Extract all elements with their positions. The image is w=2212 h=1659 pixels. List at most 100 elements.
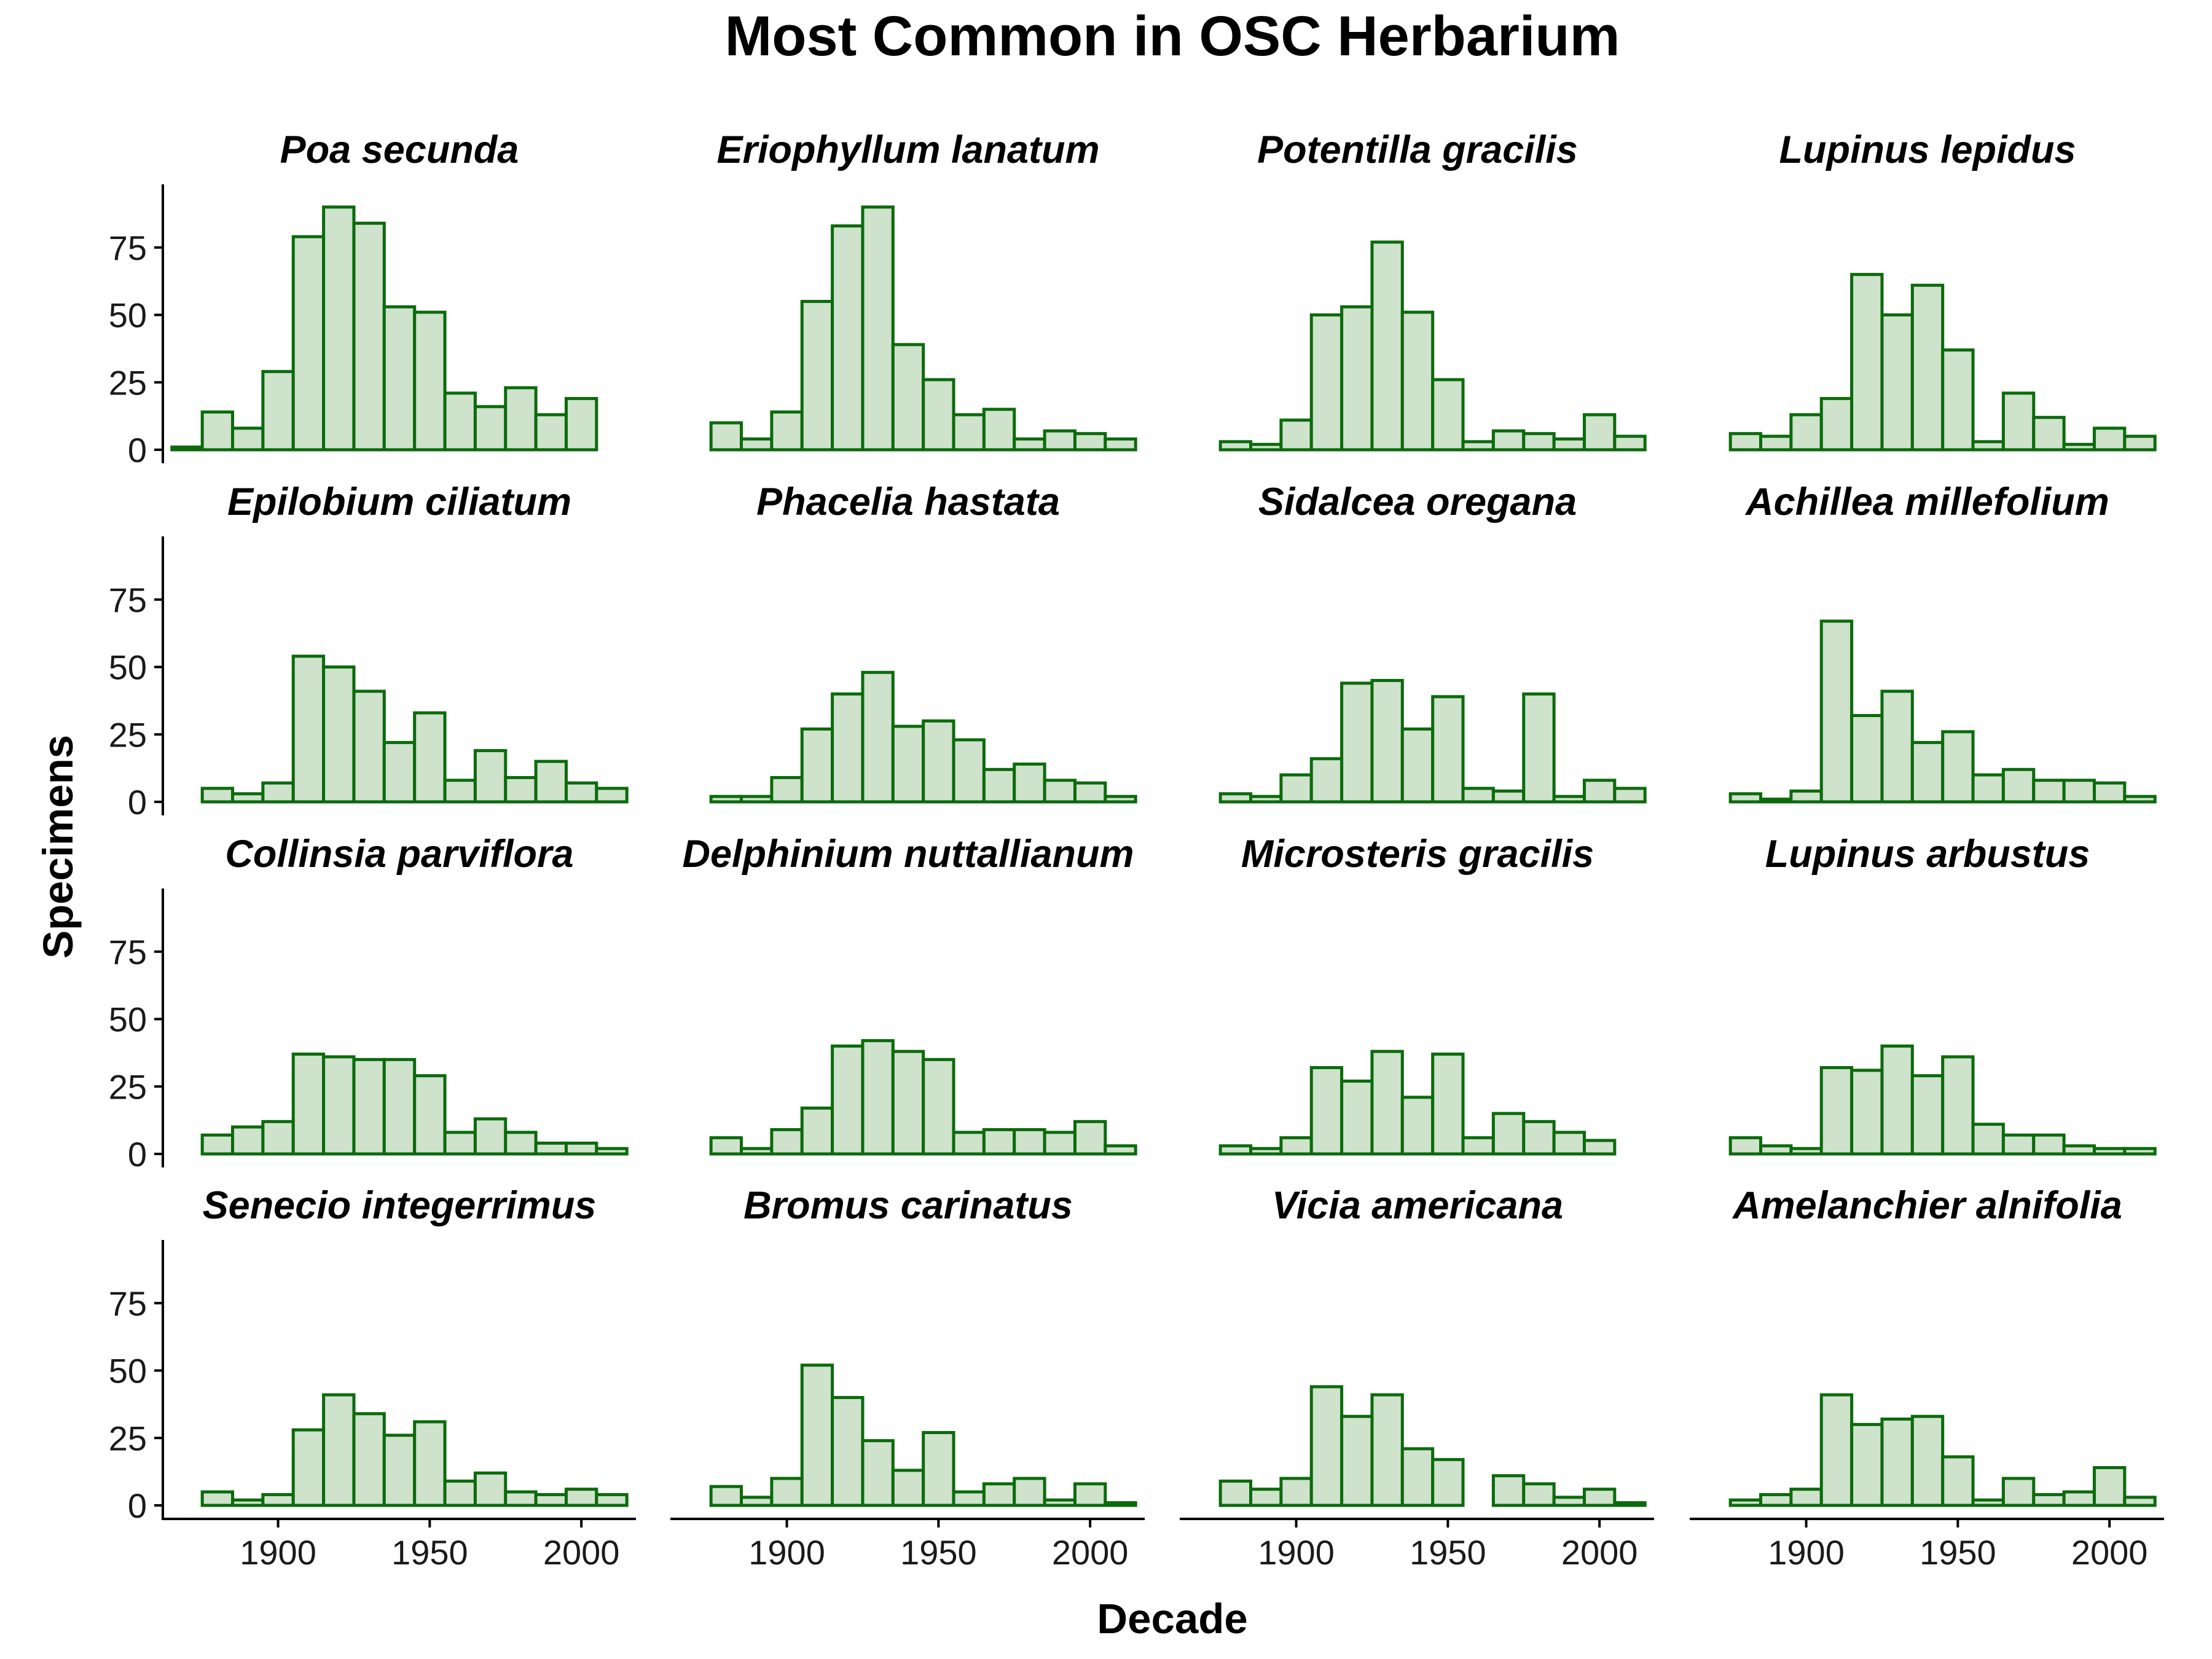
bar bbox=[1370, 240, 1404, 452]
bar bbox=[709, 421, 743, 452]
bar bbox=[1491, 789, 1526, 804]
bar bbox=[443, 391, 477, 452]
bar bbox=[200, 410, 235, 452]
bar bbox=[1522, 1482, 1556, 1507]
bar bbox=[2032, 1492, 2066, 1507]
bar bbox=[564, 781, 598, 804]
bar bbox=[1073, 1120, 1107, 1156]
bar bbox=[231, 1125, 265, 1156]
bar bbox=[800, 1363, 834, 1507]
bar bbox=[200, 786, 235, 804]
y-tick-label: 50 bbox=[109, 1000, 147, 1039]
bar bbox=[1582, 779, 1617, 804]
bar bbox=[231, 792, 265, 804]
x-tick-label: 1950 bbox=[1920, 1533, 1996, 1572]
bar bbox=[952, 1490, 986, 1507]
bar bbox=[1279, 773, 1313, 804]
y-tick-label: 50 bbox=[109, 296, 147, 335]
bar bbox=[322, 1393, 356, 1507]
bar bbox=[1941, 1055, 1975, 1156]
bar bbox=[1728, 1498, 1763, 1507]
bar bbox=[1789, 413, 1823, 452]
facet-label: Eriophyllum lanatum bbox=[716, 128, 1099, 171]
bar bbox=[1073, 432, 1107, 452]
bar bbox=[1370, 678, 1404, 804]
bar bbox=[1941, 348, 1975, 452]
bar bbox=[1218, 792, 1253, 804]
bar bbox=[595, 1147, 629, 1156]
bar bbox=[2092, 1466, 2127, 1507]
bar bbox=[1522, 1120, 1556, 1156]
facet-poa-secunda: Poa secunda 0 25 50 75 bbox=[109, 128, 598, 469]
bar bbox=[1789, 1488, 1823, 1507]
facet-label: Amelanchier alnifolia bbox=[1732, 1184, 2122, 1227]
bar bbox=[473, 1117, 508, 1156]
y-tick-label: 25 bbox=[109, 715, 147, 754]
bar bbox=[831, 1044, 865, 1156]
bar bbox=[1218, 1479, 1253, 1507]
bar bbox=[2032, 779, 2066, 804]
bar bbox=[1850, 1069, 1884, 1156]
bar bbox=[2092, 1147, 2127, 1156]
bar bbox=[261, 370, 295, 452]
bar bbox=[2123, 434, 2157, 452]
bar bbox=[1013, 763, 1046, 804]
bar bbox=[1971, 440, 2005, 452]
bar bbox=[1043, 779, 1077, 804]
bar bbox=[861, 670, 895, 804]
bar bbox=[922, 1057, 955, 1156]
bar bbox=[322, 665, 356, 804]
y-tick-label: 75 bbox=[109, 1284, 147, 1323]
bar bbox=[1522, 432, 1556, 452]
bar bbox=[170, 445, 204, 452]
bar bbox=[231, 1498, 265, 1507]
y-tick-label: 0 bbox=[128, 1135, 147, 1174]
bar bbox=[1249, 1488, 1283, 1507]
bar bbox=[322, 1055, 356, 1156]
bar bbox=[770, 410, 804, 452]
facet-eriophyllum-lanatum: Eriophyllum lanatum bbox=[709, 128, 1137, 452]
x-tick-label: 1900 bbox=[1768, 1533, 1845, 1572]
facet-label: Achillea millefolium bbox=[1744, 480, 2109, 524]
bar bbox=[473, 1471, 508, 1507]
facet-label: Epilobium ciliatum bbox=[227, 480, 571, 524]
bar bbox=[443, 779, 477, 804]
facet-label: Lupinus lepidus bbox=[1779, 128, 2076, 171]
bar bbox=[1013, 1128, 1046, 1156]
bar bbox=[1819, 1066, 1854, 1156]
y-tick-label: 25 bbox=[109, 1067, 147, 1106]
bar bbox=[1104, 794, 1137, 804]
bar bbox=[261, 1492, 295, 1507]
bar bbox=[1218, 440, 1253, 452]
bar bbox=[534, 1492, 568, 1507]
bar bbox=[2062, 442, 2096, 452]
bar bbox=[1491, 1474, 1526, 1507]
bar bbox=[1340, 1079, 1374, 1156]
bar bbox=[982, 767, 1016, 804]
bar bbox=[2001, 391, 2036, 452]
bar bbox=[1400, 1447, 1435, 1507]
bar bbox=[322, 205, 356, 452]
y-tick-label: 75 bbox=[109, 581, 147, 619]
bar bbox=[861, 205, 895, 452]
bar bbox=[2062, 1144, 2096, 1156]
x-tick-label: 1900 bbox=[1258, 1533, 1335, 1572]
y-tick-label: 50 bbox=[109, 1352, 147, 1390]
bar bbox=[1819, 1393, 1854, 1507]
bar bbox=[1043, 1131, 1077, 1156]
bar bbox=[1613, 786, 1647, 804]
bar bbox=[534, 413, 568, 452]
bar bbox=[1613, 434, 1647, 452]
bar bbox=[861, 1039, 895, 1156]
bar bbox=[1819, 619, 1854, 804]
bar bbox=[1582, 1488, 1617, 1507]
bar bbox=[443, 1131, 477, 1156]
bar bbox=[1249, 442, 1283, 452]
bar bbox=[2123, 794, 2157, 804]
bar bbox=[382, 1433, 417, 1507]
y-tick-label: 25 bbox=[109, 1419, 147, 1457]
bar bbox=[504, 1131, 538, 1156]
facet-senecio-integerrimus: Senecio integerrimus 0 25 50 75 1900 1950 2000 bbox=[109, 1184, 636, 1572]
bar bbox=[1279, 1477, 1313, 1507]
bar bbox=[1431, 1053, 1465, 1156]
